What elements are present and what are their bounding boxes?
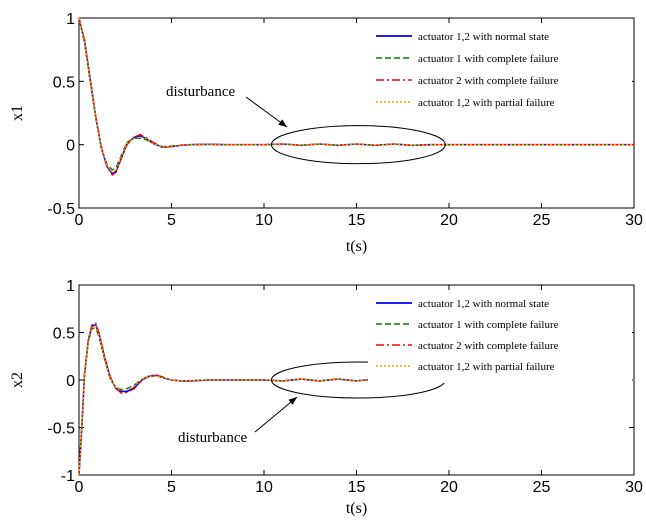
legend-entry-label: actuator 2 with complete failure [418, 340, 559, 352]
x-axis-label: t(s) [346, 500, 367, 517]
x-tick-label: 30 [625, 479, 643, 496]
legend-entry-label: actuator 1,2 with partial failure [418, 361, 555, 373]
annotation-arrowhead [278, 119, 287, 127]
plot-panel-2: 0 5 10 15 20 25 30 -1 -0.5 0 0.5 1 t(s) x2 disturbance… [9, 278, 643, 517]
legend-entry-label: actuator 2 with complete failure [418, 75, 559, 87]
annotation-arrow [254, 396, 298, 433]
y-tick-label: 1 [66, 278, 75, 295]
x-tick-label: 25 [533, 479, 551, 496]
y-tick-label: 0 [66, 138, 75, 155]
x-tick-label: 0 [75, 212, 84, 229]
legend-entry-label: actuator 1,2 with partial failure [418, 97, 555, 109]
x-tick-label: 5 [167, 212, 176, 229]
x-tick-label: 5 [167, 479, 176, 496]
legend-box [368, 28, 632, 120]
y-tick-label: 0.5 [53, 326, 75, 343]
series-line-3 [78, 17, 634, 177]
x-tick-label: 0 [75, 479, 84, 496]
disturbance-ellipse [270, 125, 446, 165]
legend: actuator 1,2 with normal state actuator 1… [368, 28, 632, 120]
x-tick-label: 10 [255, 212, 273, 229]
legend-entry-label: actuator 1 with complete failure [418, 53, 559, 65]
annotation-arrowhead [288, 397, 297, 405]
annotation-label: disturbance [178, 430, 247, 446]
x-tick-label: 10 [255, 479, 273, 496]
annotation-arrow [245, 96, 288, 128]
y-tick-label: 1 [66, 11, 75, 28]
x-tick-label: 15 [348, 479, 366, 496]
y-axis-label: x2 [9, 372, 26, 388]
legend-box [368, 295, 632, 383]
y-axis-label: x1 [9, 105, 26, 121]
y-tick-label: -0.5 [47, 201, 75, 218]
legend-entry-label: actuator 1 with complete failure [418, 319, 559, 331]
legend-entry-label: actuator 1,2 with normal state [418, 298, 549, 310]
y-tick-label: -1 [61, 468, 75, 485]
x-axis-label: t(s) [346, 238, 367, 255]
y-tick-label: 0.5 [53, 74, 75, 91]
x-tick-label: 30 [625, 212, 643, 229]
legend-entry-label: actuator 1,2 with normal state [418, 31, 549, 43]
annotation-label: disturbance [166, 84, 235, 100]
x-tick-label: 20 [440, 212, 458, 229]
series-line-4 [78, 17, 634, 174]
y-tick-label: 0 [66, 373, 75, 390]
x-tick-label: 25 [533, 212, 551, 229]
x-tick-label: 15 [348, 212, 366, 229]
x-tick-label: 20 [440, 479, 458, 496]
y-tick-label: -0.5 [47, 421, 75, 438]
plot-panel-1: 0 5 10 15 20 25 30-0.500.51t(s)x1disturbanceac… [9, 11, 643, 255]
legend: actuator 1,2 with normal state actuator 1… [368, 295, 632, 383]
